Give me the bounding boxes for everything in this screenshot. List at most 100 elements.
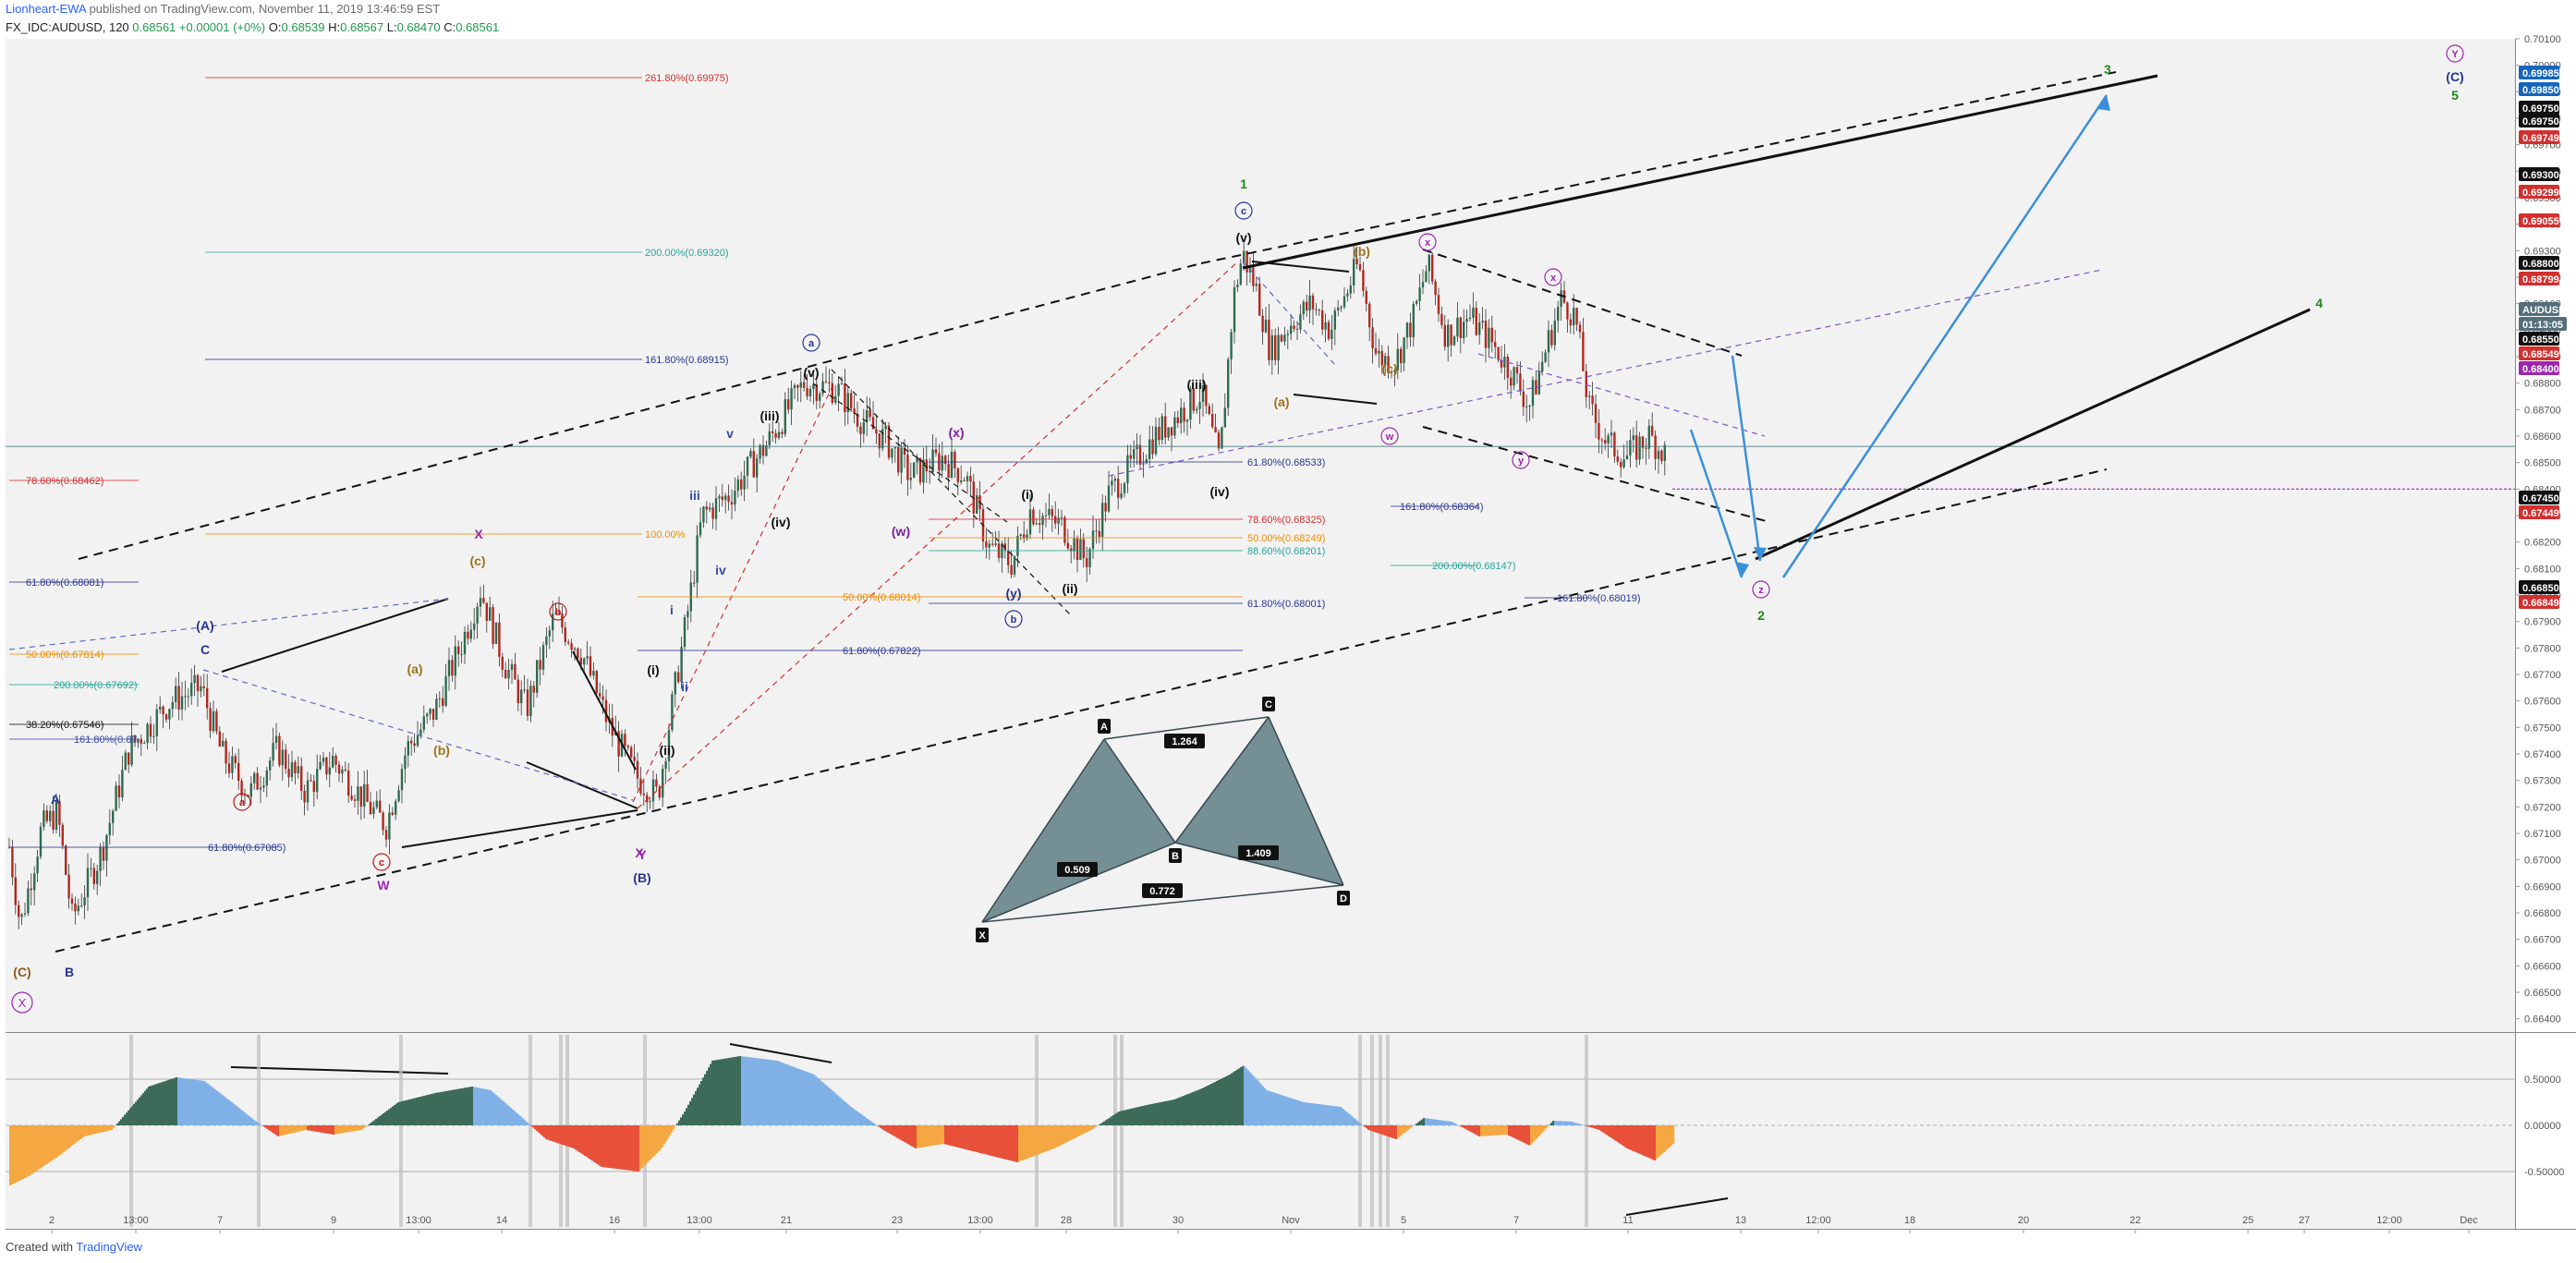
candle-body [664,760,667,770]
osc-bar [460,1088,463,1125]
candle-body [1591,395,1594,405]
price-tag-label: 0.68799 [2522,274,2559,285]
guide-blue [202,669,634,801]
osc-bar [1602,1125,1605,1133]
osc-bar [1284,1096,1287,1125]
osc-bar [676,1123,679,1125]
candle-body [1239,263,1242,285]
osc-bar [401,1101,404,1125]
osc-bar [994,1125,997,1157]
osc-bar [286,1125,289,1135]
candle-body [862,421,865,434]
wave-circle [2446,44,2464,63]
osc-bar [1552,1121,1555,1125]
candle-body [1569,319,1572,326]
candle-body [718,496,721,499]
osc-bar [1103,1121,1106,1125]
osc-bar [1277,1093,1280,1125]
osc-bar [968,1125,971,1150]
osc-bar [1257,1080,1259,1125]
candle-body [1138,444,1142,465]
author-link[interactable]: Lionheart-EWA [6,2,86,16]
candle-body [806,387,808,396]
tradingview-brand[interactable]: TradingView [76,1240,142,1254]
osc-bar [233,1103,236,1125]
osc-bar [1155,1103,1158,1125]
candle-body [303,790,306,803]
candle-body [316,769,319,793]
candle-body [18,905,20,917]
candle-body [1270,334,1273,360]
osc-bar [421,1096,424,1125]
candle-body [319,761,322,770]
osc-bar [268,1125,271,1131]
candle-body [1070,548,1073,552]
osc-bar [811,1074,814,1125]
osc-bar [353,1125,356,1132]
osc-bar [747,1057,749,1125]
osc-bar [669,1125,672,1135]
osc-bar [296,1125,298,1133]
osc-bar [1070,1125,1073,1140]
osc-bar [362,1125,365,1129]
time-axis[interactable]: 2 13:00 7 9 13:00 14 16 13:00 21 23 13:00 28 30 Nov 5 7… [49,1215,2478,1233]
last-price: 0.68561 [132,20,176,34]
osc-bar [1149,1104,1152,1125]
osc-bar [102,1125,104,1133]
osc-bar [857,1111,860,1125]
candle-body [586,656,589,659]
osc-bar [1096,1125,1099,1126]
osc-bar [161,1082,164,1125]
candle-body [1362,270,1365,291]
x-tick-label: 13:00 [687,1215,712,1226]
osc-bar [103,1125,106,1132]
osc-bar [166,1080,169,1125]
osc-bar [992,1125,995,1157]
osc-bar [477,1087,480,1125]
candle-body [1452,336,1456,346]
price-tag-label: 0.69055 [2522,216,2559,227]
osc-bar [1430,1119,1433,1125]
osc-bar [741,1056,744,1125]
osc-bar [519,1115,522,1125]
osc-bar [503,1101,505,1125]
osc-tick-label: 0.00000 [2524,1121,2561,1132]
osc-bar [257,1123,260,1125]
candle-body [658,786,661,798]
candle-body [1107,485,1111,512]
osc-bar [1268,1090,1270,1125]
price-tag-label: 0.69749 [2522,133,2559,144]
osc-bar [1648,1125,1651,1159]
osc-bar [436,1092,439,1125]
osc-bar [1547,1125,1549,1127]
candle-body [887,425,891,458]
osc-bar [1186,1094,1189,1125]
osc-bar [1135,1107,1137,1125]
osc-bar [1560,1121,1562,1125]
osc-bar [1589,1125,1592,1127]
candle-body [529,686,532,717]
osc-bar [580,1125,583,1154]
candle-body [300,766,303,791]
osc-bar [419,1097,422,1125]
osc-bar [952,1125,954,1147]
osc-bar [1122,1111,1124,1125]
osc-bar [1558,1121,1561,1125]
osc-bar [216,1090,219,1125]
price-axis[interactable]: 0.701000.700000.699000.698000.697000.696… [2515,34,2561,1026]
osc-bar [939,1125,942,1145]
candle-body [1541,361,1544,372]
osc-bar [455,1089,457,1125]
candle-body [878,433,881,449]
osc-bar [944,1125,947,1145]
osc-bar [826,1086,829,1125]
osc-bar [961,1125,964,1148]
candle-body [1625,455,1629,460]
candle-body [1654,435,1657,459]
osc-bar [1133,1108,1136,1125]
created-with: Created with [6,1240,73,1254]
x-tick-label: Dec [2460,1215,2478,1226]
osc-bar [506,1104,509,1125]
candle-body [736,479,739,492]
